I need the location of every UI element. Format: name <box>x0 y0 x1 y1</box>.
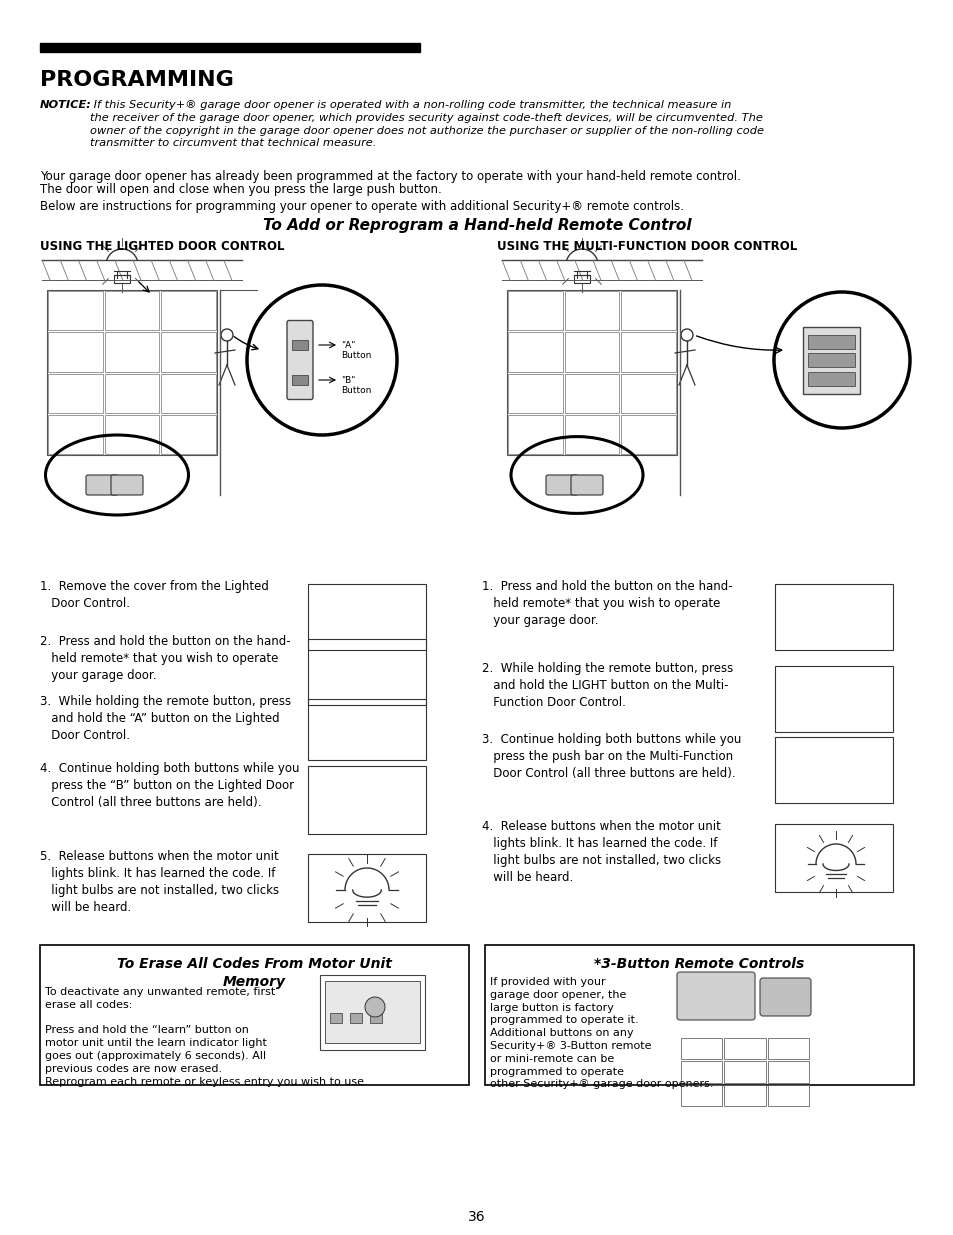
Bar <box>680 1084 721 1107</box>
Text: 5.  Release buttons when the motor unit
   lights blink. It has learned the code: 5. Release buttons when the motor unit l… <box>40 850 279 914</box>
Bar <box>564 415 618 454</box>
Bar <box>807 335 855 348</box>
Text: The door will open and close when you press the large push button.: The door will open and close when you pr… <box>40 183 441 196</box>
Bar <box>292 375 308 385</box>
Bar <box>680 1037 721 1060</box>
Bar <box>113 274 130 283</box>
FancyBboxPatch shape <box>802 326 860 394</box>
Bar <box>506 290 677 454</box>
Text: 1.  Press and hold the button on the hand-
   held remote* that you wish to oper: 1. Press and hold the button on the hand… <box>481 580 732 627</box>
Text: To Add or Reprogram a Hand-held Remote Control: To Add or Reprogram a Hand-held Remote C… <box>262 219 691 233</box>
Text: To deactivate any unwanted remote, first
erase all codes:

Press and hold the “l: To deactivate any unwanted remote, first… <box>45 987 367 1087</box>
Text: To Erase All Codes From Motor Unit
Memory: To Erase All Codes From Motor Unit Memor… <box>117 957 392 989</box>
Bar <box>620 291 676 330</box>
Text: 1.  Remove the cover from the Lighted
   Door Control.: 1. Remove the cover from the Lighted Doo… <box>40 580 269 610</box>
Text: PROGRAMMING: PROGRAMMING <box>40 70 233 90</box>
Bar <box>48 415 103 454</box>
Text: *3-Button Remote Controls: *3-Button Remote Controls <box>594 957 803 971</box>
Bar <box>767 1037 808 1060</box>
Bar <box>767 1061 808 1083</box>
Text: "A"
Button: "A" Button <box>340 341 371 361</box>
Text: Below are instructions for programming your opener to operate with additional Se: Below are instructions for programming y… <box>40 200 683 212</box>
Text: USING THE LIGHTED DOOR CONTROL: USING THE LIGHTED DOOR CONTROL <box>40 240 284 253</box>
Bar <box>350 1013 361 1023</box>
Bar <box>308 638 426 705</box>
Bar <box>161 332 215 372</box>
Bar <box>105 415 159 454</box>
Text: 2.  Press and hold the button on the hand-
   held remote* that you wish to oper: 2. Press and hold the button on the hand… <box>40 635 291 682</box>
Bar <box>774 824 892 892</box>
Bar <box>774 737 892 803</box>
Bar <box>484 945 913 1086</box>
Text: If this Security+® garage door opener is operated with a non-rolling code transm: If this Security+® garage door opener is… <box>90 100 763 148</box>
Bar <box>723 1061 765 1083</box>
FancyBboxPatch shape <box>545 475 578 495</box>
Bar <box>807 372 855 385</box>
Bar <box>319 974 424 1050</box>
FancyBboxPatch shape <box>571 475 602 495</box>
Bar <box>308 584 426 650</box>
Bar <box>723 1037 765 1060</box>
Text: NOTICE:: NOTICE: <box>40 100 91 110</box>
Text: 4.  Release buttons when the motor unit
   lights blink. It has learned the code: 4. Release buttons when the motor unit l… <box>481 820 720 884</box>
Bar <box>48 373 103 412</box>
Text: 4.  Continue holding both buttons while you
   press the “B” button on the Light: 4. Continue holding both buttons while y… <box>40 762 299 809</box>
Bar <box>507 291 562 330</box>
Bar <box>105 291 159 330</box>
Bar <box>767 1084 808 1107</box>
Text: 36: 36 <box>468 1210 485 1224</box>
Bar <box>564 291 618 330</box>
Bar <box>48 291 103 330</box>
Bar <box>680 1061 721 1083</box>
Bar <box>774 666 892 732</box>
Text: 3.  Continue holding both buttons while you
   press the push bar on the Multi-F: 3. Continue holding both buttons while y… <box>481 734 740 781</box>
Bar <box>161 415 215 454</box>
Bar <box>564 373 618 412</box>
Bar <box>308 853 426 923</box>
Bar <box>161 373 215 412</box>
Bar <box>40 945 469 1086</box>
FancyBboxPatch shape <box>760 978 810 1016</box>
FancyBboxPatch shape <box>111 475 143 495</box>
Bar <box>620 332 676 372</box>
Bar <box>161 291 215 330</box>
Text: Your garage door opener has already been programmed at the factory to operate wi: Your garage door opener has already been… <box>40 170 740 183</box>
Circle shape <box>365 997 385 1016</box>
Bar <box>308 699 426 760</box>
Bar <box>574 274 589 283</box>
Bar <box>807 353 855 367</box>
Bar <box>105 332 159 372</box>
Text: "B"
Button: "B" Button <box>340 375 371 395</box>
Text: If provided with your
garage door opener, the
large button is factory
programmed: If provided with your garage door opener… <box>490 977 713 1089</box>
Bar <box>564 332 618 372</box>
Bar <box>40 43 419 52</box>
FancyBboxPatch shape <box>86 475 118 495</box>
FancyBboxPatch shape <box>677 972 754 1020</box>
Bar <box>774 584 892 650</box>
Text: 2.  While holding the remote button, press
   and hold the LIGHT button on the M: 2. While holding the remote button, pres… <box>481 662 733 709</box>
FancyBboxPatch shape <box>287 321 313 399</box>
Bar <box>723 1084 765 1107</box>
Bar <box>507 332 562 372</box>
Bar <box>105 373 159 412</box>
Text: USING THE MULTI-FUNCTION DOOR CONTROL: USING THE MULTI-FUNCTION DOOR CONTROL <box>497 240 797 253</box>
Bar <box>308 766 426 834</box>
Bar <box>507 373 562 412</box>
Bar <box>620 373 676 412</box>
Bar <box>620 415 676 454</box>
Bar <box>330 1013 341 1023</box>
Bar <box>292 340 308 350</box>
Bar <box>370 1013 381 1023</box>
Text: 3.  While holding the remote button, press
   and hold the “A” button on the Lig: 3. While holding the remote button, pres… <box>40 695 291 742</box>
Bar <box>47 290 216 454</box>
Bar <box>507 415 562 454</box>
Bar <box>48 332 103 372</box>
Bar <box>325 981 419 1044</box>
